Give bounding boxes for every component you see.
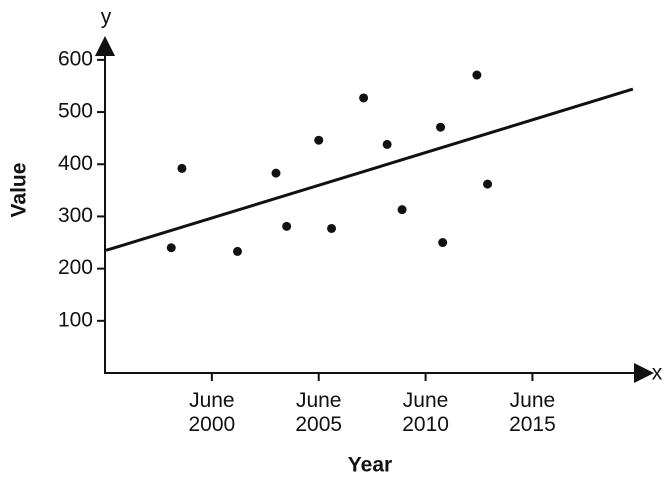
x-axis-title: Year — [348, 454, 392, 477]
point — [483, 179, 493, 189]
x-tick-label: June 2010 — [402, 389, 449, 436]
y-tick-label: 600 — [58, 47, 93, 70]
y-tick-label: 200 — [58, 256, 93, 279]
point — [359, 93, 369, 103]
point — [166, 243, 176, 253]
x-tick-label: June 2000 — [188, 389, 236, 436]
point — [271, 168, 281, 178]
point — [438, 238, 448, 248]
y-tick-label: 400 — [58, 152, 93, 175]
y-tick-label: 300 — [58, 204, 93, 227]
point — [436, 122, 446, 132]
point — [233, 246, 243, 256]
y-tick-label: 100 — [58, 308, 93, 331]
x-axis-symbol: x — [652, 362, 663, 385]
x-tick-label: June 2005 — [295, 389, 343, 436]
x-tick-label: June 2015 — [509, 389, 556, 436]
trend-line — [105, 87, 634, 252]
point — [177, 163, 187, 173]
point — [282, 221, 292, 231]
point — [327, 223, 337, 233]
point — [472, 70, 482, 80]
point — [397, 205, 407, 215]
point — [314, 135, 324, 145]
y-axis-symbol: y — [101, 6, 112, 29]
point — [382, 139, 392, 149]
y-axis-title: Value — [8, 163, 31, 218]
y-tick-label: 500 — [58, 100, 93, 123]
